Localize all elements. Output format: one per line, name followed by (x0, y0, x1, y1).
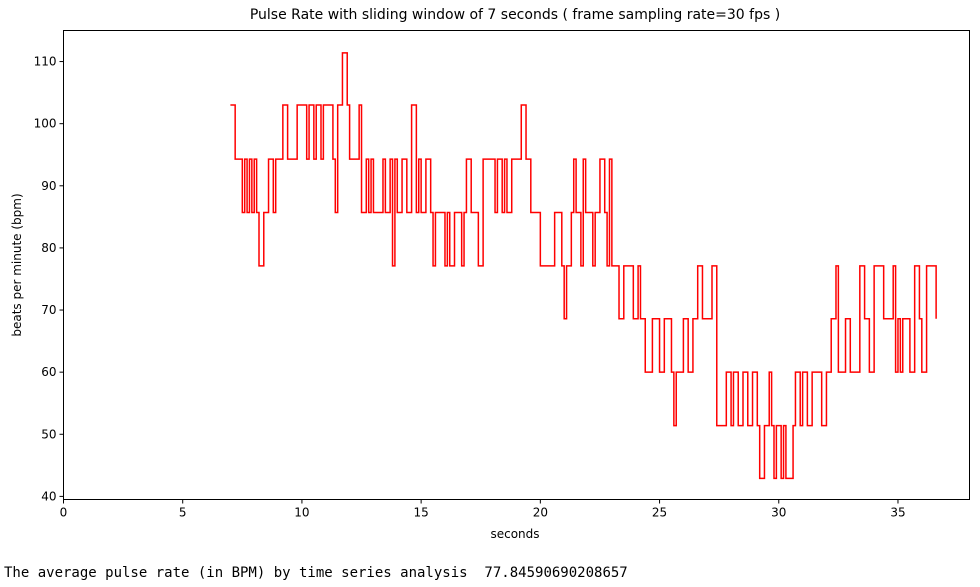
x-tick-label: 30 (771, 506, 786, 520)
x-tick-label: 5 (179, 506, 187, 520)
pulse-rate-chart: Pulse Rate with sliding window of 7 seco… (10, 7, 970, 541)
y-tick-label: 70 (41, 303, 56, 317)
y-tick-label: 60 (41, 365, 56, 379)
y-axis-label: beats per minute (bpm) (10, 193, 24, 336)
y-tick-label: 80 (41, 241, 56, 255)
x-tick-label: 25 (652, 506, 667, 520)
x-tick-label: 15 (413, 506, 428, 520)
x-tick-label: 10 (294, 506, 309, 520)
x-tick-label: 20 (533, 506, 548, 520)
x-tick-label: 35 (890, 506, 905, 520)
y-tick-label: 90 (41, 179, 56, 193)
pulse-rate-series-line (230, 52, 937, 480)
x-axis-label: seconds (490, 527, 539, 541)
chart-title: Pulse Rate with sliding window of 7 seco… (250, 7, 780, 23)
y-tick-label: 50 (41, 427, 56, 441)
y-tick-label: 100 (34, 117, 57, 131)
average-pulse-output: The average pulse rate (in BPM) by time … (4, 565, 628, 581)
plot-frame (63, 30, 970, 500)
x-tick-label: 0 (60, 506, 68, 520)
y-axis-ticks: 40 50 60 70 80 90 100 110 (34, 55, 64, 503)
x-axis-ticks: 0 5 10 15 20 25 30 35 (60, 499, 906, 520)
y-tick-label: 40 (41, 489, 56, 503)
y-tick-label: 110 (34, 55, 57, 69)
